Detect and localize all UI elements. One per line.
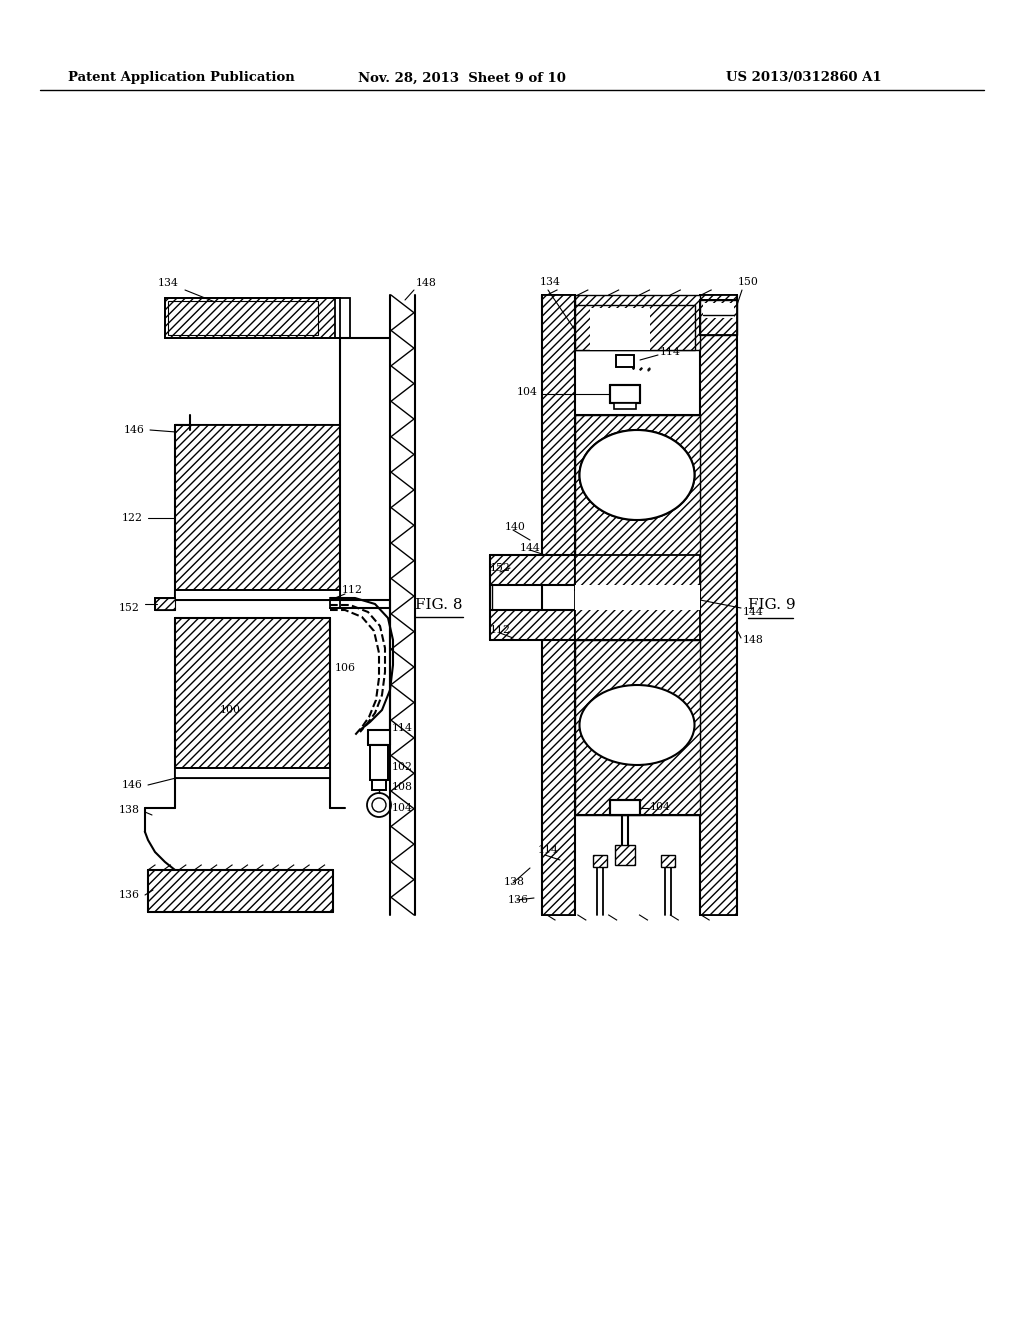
Text: 144: 144 [520,543,541,553]
Bar [542,554,575,640]
Bar [700,294,737,915]
Text: 112: 112 [342,585,362,595]
Text: 134: 134 [540,277,561,286]
Text: FIG. 9: FIG. 9 [748,598,796,612]
Text: 136: 136 [508,895,529,906]
Bar [490,610,575,640]
Text: 112: 112 [490,624,511,635]
Text: FIG. 8: FIG. 8 [415,598,463,612]
Bar [372,780,386,789]
Bar [575,585,700,610]
Bar [700,300,737,335]
Bar [175,590,340,601]
Text: 152: 152 [119,603,140,612]
Bar [542,294,575,554]
Text: 104: 104 [517,387,538,397]
Bar [155,598,175,610]
Bar [175,425,340,601]
Text: 146: 146 [122,780,143,789]
Bar [542,294,575,915]
Text: 148: 148 [416,279,437,288]
Ellipse shape [580,685,694,766]
Bar [615,845,635,865]
Bar [575,414,700,590]
Bar [610,800,640,814]
Bar [175,618,330,777]
Text: 114: 114 [660,347,681,356]
Bar [593,855,607,867]
Text: Patent Application Publication: Patent Application Publication [68,71,295,84]
Text: 144: 144 [743,607,764,616]
Bar [575,554,700,640]
Text: 104: 104 [650,803,671,812]
Ellipse shape [580,430,694,520]
Ellipse shape [580,430,694,520]
Bar [330,601,340,609]
Text: 152: 152 [490,564,511,573]
Text: 122: 122 [122,513,143,523]
Text: 140: 140 [505,521,526,532]
Bar [575,640,700,814]
Bar [368,730,390,744]
Bar [165,298,340,338]
Text: US 2013/0312860 A1: US 2013/0312860 A1 [726,71,882,84]
Bar [542,640,575,915]
Bar [575,305,695,350]
Text: 138: 138 [119,805,140,814]
Bar [175,768,330,777]
Text: 146: 146 [124,425,145,436]
Text: 136: 136 [119,890,140,900]
Text: 100: 100 [220,705,241,715]
Bar [155,598,175,610]
Bar [370,744,388,780]
Bar [590,308,650,350]
Text: 104: 104 [392,803,413,813]
Bar [662,855,675,867]
Bar [168,301,318,335]
Bar [335,298,350,338]
Text: 134: 134 [158,279,179,288]
Bar [490,554,575,585]
Bar [610,385,640,403]
Text: Nov. 28, 2013  Sheet 9 of 10: Nov. 28, 2013 Sheet 9 of 10 [358,71,566,84]
Bar [616,355,634,367]
Bar [614,403,636,409]
Text: 106: 106 [335,663,356,673]
Bar [575,294,700,350]
Bar [700,300,737,335]
Text: 114: 114 [392,723,413,733]
Text: 114: 114 [538,845,559,855]
Bar [703,304,734,318]
Text: 108: 108 [392,781,413,792]
Text: 102: 102 [392,762,413,772]
Bar [700,294,737,915]
Bar [148,870,333,912]
Text: 148: 148 [743,635,764,645]
Text: 138: 138 [504,876,525,887]
Text: 150: 150 [738,277,759,286]
